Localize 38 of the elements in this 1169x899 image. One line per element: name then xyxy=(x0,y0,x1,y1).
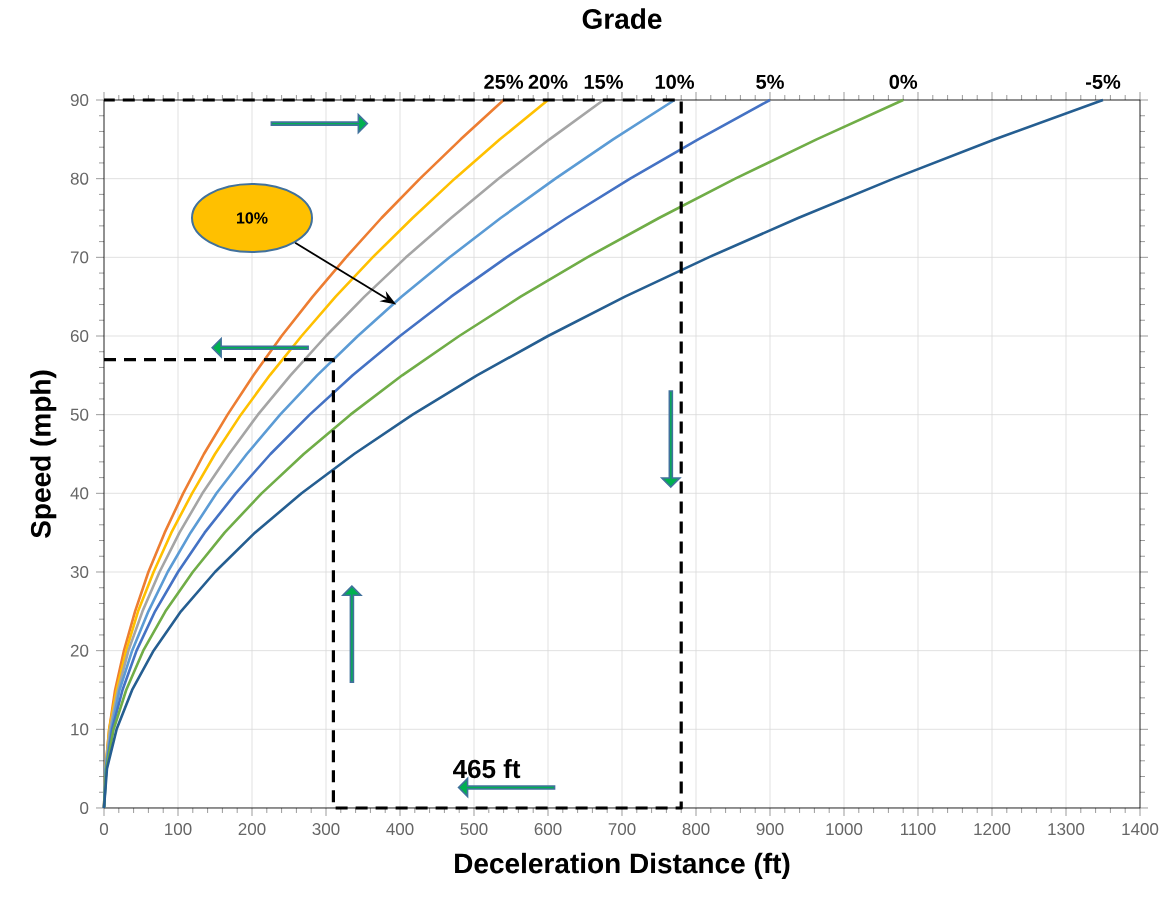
y-tick-label: 10 xyxy=(71,723,89,736)
y-axis-title: Speed (mph) xyxy=(30,370,57,538)
x-tick-label: 0 xyxy=(99,823,109,836)
line-series xyxy=(102,98,1105,810)
x-axis-title: Deceleration Distance (ft) xyxy=(455,852,790,879)
series-label: 5% xyxy=(756,74,784,89)
y-tick-label: 0 xyxy=(80,801,89,814)
series-label: 0% xyxy=(889,74,918,89)
y-tick-label: 50 xyxy=(70,408,89,421)
y-tick-label: 30 xyxy=(70,565,89,578)
x-tick-label: 700 xyxy=(608,823,636,836)
x-tick-label: 900 xyxy=(756,823,784,836)
x-tick-label: 200 xyxy=(238,823,266,836)
annotation: 10% xyxy=(237,212,268,224)
x-tick-label: 1100 xyxy=(901,823,936,836)
x-tick-label: 100 xyxy=(165,823,192,836)
y-tick-label: 40 xyxy=(70,487,89,500)
y-tick-label: 20 xyxy=(70,644,89,657)
chart-title: Grade xyxy=(582,8,662,29)
series-label: -5% xyxy=(1086,74,1121,89)
x-tick-label: 1300 xyxy=(1048,823,1085,836)
x-tick-label: 300 xyxy=(312,823,340,836)
x-tick-label: 1000 xyxy=(826,823,863,836)
y-tick-label: 80 xyxy=(70,172,89,185)
series-label: 10% xyxy=(655,74,695,89)
annotation: 465 ft xyxy=(453,759,521,779)
y-tick-label: 60 xyxy=(70,329,89,342)
y-tick-label: 70 xyxy=(70,251,89,264)
x-tick-label: 1400 xyxy=(1122,823,1159,836)
series-label: 15% xyxy=(584,74,623,89)
y-tick-label: 90 xyxy=(70,94,89,107)
x-tick-label: 800 xyxy=(682,823,710,836)
x-tick-label: 1200 xyxy=(974,823,1011,836)
x-tick-label: 600 xyxy=(534,823,562,836)
x-tick-label: 400 xyxy=(386,823,414,836)
series-label: 25% xyxy=(484,74,524,89)
x-tick-label: 500 xyxy=(460,823,488,836)
series-label: 20% xyxy=(528,74,568,89)
